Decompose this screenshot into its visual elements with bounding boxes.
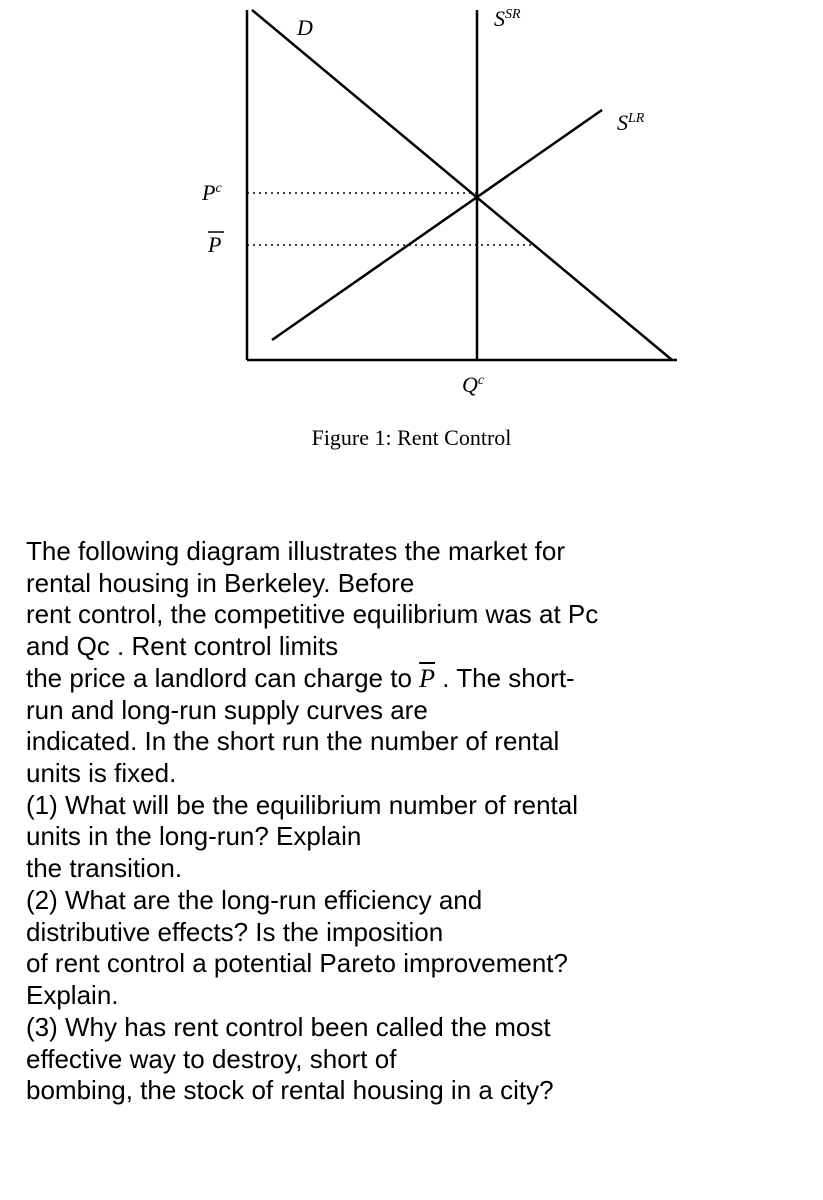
text-line: of rent control a potential Pareto impro… [26, 948, 568, 978]
label-pbar: P [207, 232, 221, 257]
question-body: The following diagram illustrates the ma… [20, 536, 803, 1107]
text-line: run and long-run supply curves are [26, 695, 428, 725]
text-line: rent control, the competitive equilibriu… [26, 599, 598, 629]
text-line: The following diagram illustrates the ma… [26, 536, 565, 566]
text-line: the transition. [26, 853, 182, 883]
text-line: rental housing in Berkeley. Before [26, 568, 414, 598]
text-line: Explain. [26, 980, 119, 1010]
text-line: . The short- [435, 663, 575, 693]
text-line: (2) What are the long-run efficiency and [26, 885, 482, 915]
page: D SSR SLR Pc P Qc Figure 1: Rent Control… [0, 0, 823, 1200]
label-d: D [296, 15, 313, 40]
text-line: (3) Why has rent control been called the… [26, 1012, 551, 1042]
text-line: indicated. In the short run the number o… [26, 726, 559, 756]
label-pc: Pc [201, 180, 222, 205]
text-line: bombing, the stock of rental housing in … [26, 1075, 554, 1105]
text-line: and Qc . Rent control limits [26, 631, 338, 661]
text-line: distributive effects? Is the imposition [26, 917, 443, 947]
demand-curve [252, 10, 672, 360]
label-qc: Qc [462, 372, 485, 397]
text-line: units is fixed. [26, 758, 176, 788]
chart-svg: D SSR SLR Pc P Qc [132, 0, 692, 400]
text-line: the price a landlord can charge to [26, 663, 419, 693]
text-line: effective way to destroy, short of [26, 1044, 396, 1074]
text-line: (1) What will be the equilibrium number … [26, 790, 578, 820]
figure-caption: Figure 1: Rent Control [20, 425, 803, 451]
label-slr: SLR [617, 110, 645, 135]
rent-control-chart: D SSR SLR Pc P Qc [132, 0, 692, 400]
label-ssr: SSR [494, 6, 521, 31]
pbar-inline: P [419, 664, 435, 693]
lr-supply-curve [272, 110, 602, 340]
text-line: units in the long-run? Explain [26, 821, 361, 851]
